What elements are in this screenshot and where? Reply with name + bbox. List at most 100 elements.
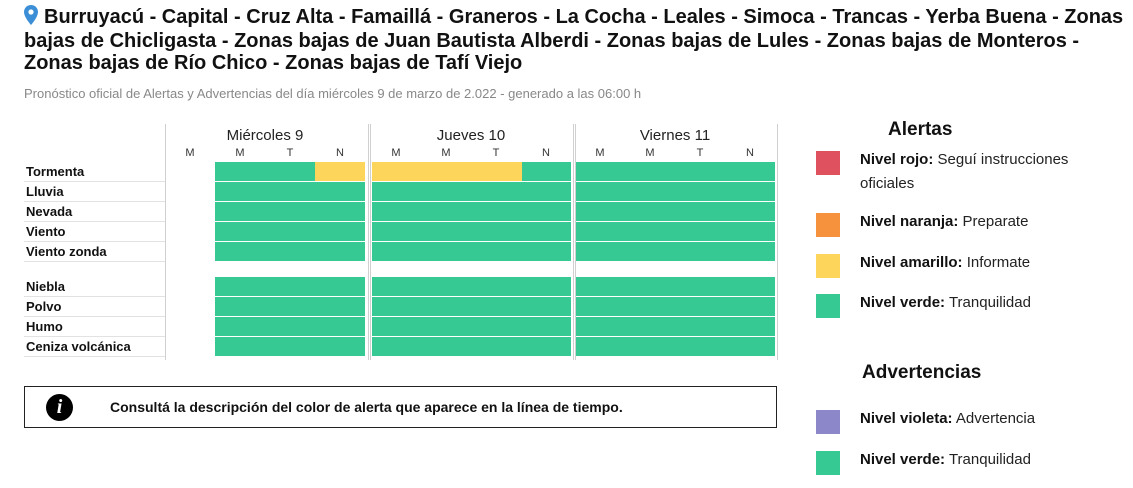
level-segment: [315, 202, 365, 221]
slot-label: M: [185, 147, 195, 159]
legend-level: Nivel verde:: [860, 294, 946, 311]
level-segment: [215, 317, 265, 336]
legend-description: Tranquilidad: [945, 294, 1031, 311]
slot-label: M: [441, 147, 451, 159]
level-segment: [315, 242, 365, 261]
level-segment: [422, 242, 472, 261]
legend-item-text: Nivel verde: Tranquilidad: [860, 291, 1120, 315]
level-segment: [726, 297, 775, 316]
level-segment: [522, 242, 571, 261]
level-segment: [265, 277, 315, 296]
level-segment: [576, 162, 626, 181]
level-segment: [315, 182, 365, 201]
legend-item-text: Nivel rojo: Seguí instrucciones oficiale…: [860, 148, 1120, 196]
level-segment: [265, 242, 315, 261]
legend-swatch: [816, 151, 840, 175]
level-segment: [315, 277, 365, 296]
legend-description: Advertencia: [952, 410, 1036, 427]
level-segment: [422, 337, 472, 356]
level-segment: [372, 242, 422, 261]
level-segment: [265, 182, 315, 201]
level-segment: [422, 297, 472, 316]
level-segment: [472, 337, 522, 356]
day-header: Viernes 11: [639, 127, 711, 144]
row-divider: [24, 296, 165, 297]
level-segment: [472, 162, 522, 181]
level-segment: [522, 162, 571, 181]
phenomenon-label: Tormenta: [26, 164, 85, 179]
level-segment: [472, 317, 522, 336]
level-segment: [626, 222, 676, 241]
phenomenon-label: Nevada: [26, 204, 73, 219]
page-title-text: Burruyacú - Capital - Cruz Alta - Famail…: [24, 6, 1124, 74]
level-segment: [676, 337, 726, 356]
level-segment: [215, 337, 265, 356]
level-segment: [422, 222, 472, 241]
level-segment: [626, 337, 676, 356]
slot-label: M: [391, 147, 401, 159]
slot-label: M: [645, 147, 655, 159]
legend-swatch: [816, 410, 840, 434]
slot-label: M: [235, 147, 245, 159]
slot-label: N: [336, 147, 344, 159]
level-segment: [265, 337, 315, 356]
level-segment: [265, 317, 315, 336]
level-segment: [676, 277, 726, 296]
column-divider: [370, 124, 371, 360]
level-segment: [372, 297, 422, 316]
level-segment: [626, 317, 676, 336]
level-segment: [215, 182, 265, 201]
column-divider: [777, 124, 778, 360]
column-divider: [575, 124, 576, 360]
level-segment: [726, 202, 775, 221]
level-segment: [676, 317, 726, 336]
level-segment: [576, 222, 626, 241]
level-segment: [726, 277, 775, 296]
level-segment: [472, 242, 522, 261]
level-segment: [576, 317, 626, 336]
level-segment: [676, 202, 726, 221]
row-divider: [24, 201, 165, 202]
level-segment: [726, 222, 775, 241]
level-segment: [472, 182, 522, 201]
level-segment: [726, 182, 775, 201]
slot-label: T: [696, 147, 704, 159]
level-segment: [626, 277, 676, 296]
row-divider: [24, 221, 165, 222]
level-segment: [315, 317, 365, 336]
level-segment: [576, 182, 626, 201]
level-segment: [215, 297, 265, 316]
level-segment: [215, 242, 265, 261]
level-segment: [626, 162, 676, 181]
level-segment: [315, 162, 365, 181]
legend-level: Nivel naranja:: [860, 213, 959, 230]
level-segment: [265, 297, 315, 316]
column-divider: [368, 124, 369, 360]
phenomenon-label: Niebla: [26, 279, 66, 294]
phenomenon-label: Viento: [26, 224, 66, 239]
level-segment: [265, 222, 315, 241]
legend-level: Nivel violeta:: [860, 410, 953, 427]
level-segment: [472, 202, 522, 221]
row-divider: [24, 336, 165, 337]
alerts-legend-title: Alertas: [888, 119, 953, 140]
phenomenon-label: Ceniza volcánica: [26, 339, 131, 354]
level-segment: [372, 202, 422, 221]
info-text: Consultá la descripción del color de ale…: [110, 399, 623, 415]
level-segment: [726, 317, 775, 336]
legend-description: Seguí instrucciones oficiales: [860, 151, 1069, 192]
level-segment: [422, 162, 472, 181]
legend-swatch: [816, 451, 840, 475]
slot-label: T: [492, 147, 500, 159]
location-pin-icon: [24, 5, 38, 30]
level-segment: [315, 297, 365, 316]
legend-description: Preparate: [958, 213, 1029, 230]
level-segment: [522, 297, 571, 316]
legend-swatch: [816, 213, 840, 237]
level-segment: [576, 337, 626, 356]
legend-description: Tranquilidad: [945, 451, 1031, 468]
legend-swatch: [816, 254, 840, 278]
column-divider: [573, 124, 574, 360]
row-divider: [24, 241, 165, 242]
day-header: Jueves 10: [436, 127, 506, 144]
